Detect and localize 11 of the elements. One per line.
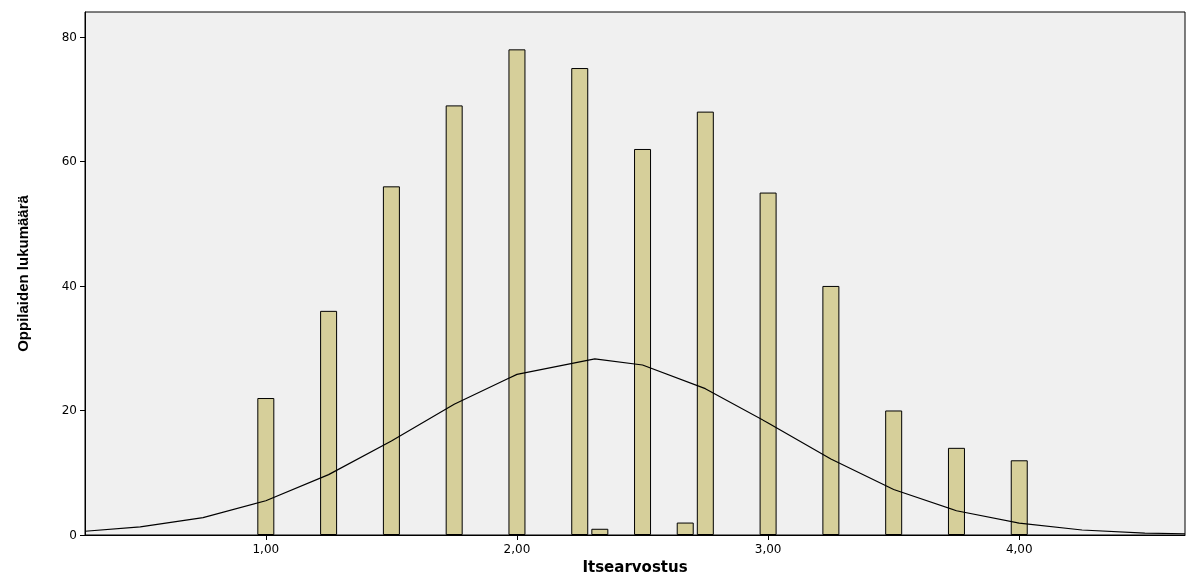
x-tick-label: 4,00 bbox=[1005, 542, 1033, 556]
y-tick-label: 20 bbox=[61, 403, 77, 418]
y-tick-label: 40 bbox=[61, 278, 77, 293]
y-axis-title: Oppilaiden lukumäärä bbox=[14, 194, 31, 352]
y-tick-label: 60 bbox=[61, 154, 77, 169]
x-tick-label: 2,00 bbox=[503, 542, 531, 556]
x-tick-label: 1,00 bbox=[252, 542, 280, 556]
x-tick-label: 3,00 bbox=[754, 542, 782, 556]
y-tick-label: 80 bbox=[61, 29, 77, 44]
y-tick-label: 0 bbox=[69, 528, 77, 542]
x-axis-title: Itsearvostus bbox=[582, 558, 688, 577]
